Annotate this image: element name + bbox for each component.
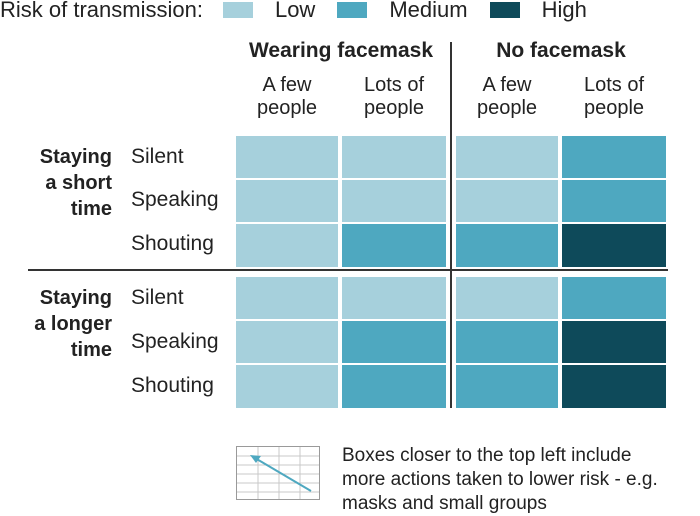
legend-item-high: High — [489, 0, 587, 23]
column-header-mask-few-people: A few people — [256, 74, 318, 119]
horizontal-divider — [28, 269, 668, 271]
row-label-short-speaking: Speaking — [131, 188, 219, 211]
legend-item-low: Low — [222, 0, 316, 23]
legend-swatch-high — [489, 2, 520, 18]
row-label-short-shouting: Shouting — [131, 232, 214, 255]
risk-cell-longer-shouting-nomask-lots — [562, 365, 666, 408]
risk-cell-short-silent-nomask-lots — [562, 136, 666, 178]
risk-cell-longer-speaking-mask-lots — [342, 321, 446, 363]
legend-item-medium: Medium — [337, 0, 468, 23]
risk-cell-longer-shouting-nomask-few — [456, 365, 558, 408]
risk-cell-longer-speaking-mask-few — [236, 321, 338, 363]
row-label-longer-speaking: Speaking — [131, 330, 219, 353]
legend-swatch-low — [222, 2, 253, 18]
risk-cell-longer-silent-nomask-few — [456, 277, 558, 319]
note-text: Boxes closer to the top left include mor… — [342, 445, 658, 514]
note-illustration — [236, 446, 320, 500]
legend-label-low: Low — [274, 0, 316, 22]
header-group-no-facemask: No facemask — [496, 39, 626, 62]
row-group-longer-time: Staying a longer time — [34, 287, 112, 361]
risk-cell-longer-speaking-nomask-lots — [562, 321, 666, 363]
legend-swatch-medium — [337, 2, 368, 18]
risk-cell-short-shouting-nomask-lots — [562, 224, 666, 267]
risk-cell-short-speaking-nomask-few — [456, 180, 558, 222]
column-header-nomask-few-people: A few people — [476, 74, 538, 119]
column-header-mask-lots-of-people: Lots of people — [363, 74, 425, 119]
risk-cell-short-speaking-mask-lots — [342, 180, 446, 222]
row-label-longer-shouting: Shouting — [131, 374, 214, 397]
header-group-wearing-facemask: Wearing facemask — [248, 39, 434, 62]
risk-cell-short-silent-nomask-few — [456, 136, 558, 178]
risk-cell-longer-silent-nomask-lots — [562, 277, 666, 319]
risk-cell-short-shouting-mask-few — [236, 224, 338, 267]
legend-label-medium: Medium — [389, 0, 468, 22]
row-label-longer-silent: Silent — [131, 286, 184, 309]
risk-cell-short-shouting-nomask-few — [456, 224, 558, 267]
risk-cell-short-speaking-mask-few — [236, 180, 338, 222]
legend: Risk of transmission: Low Medium High — [0, 0, 609, 28]
vertical-divider — [450, 42, 452, 408]
risk-cell-short-silent-mask-few — [236, 136, 338, 178]
risk-cell-longer-silent-mask-lots — [342, 277, 446, 319]
risk-cell-short-shouting-mask-lots — [342, 224, 446, 267]
risk-cell-longer-shouting-mask-lots — [342, 365, 446, 408]
legend-title: Risk of transmission: — [0, 0, 203, 22]
column-header-nomask-lots-of-people: Lots of people — [583, 74, 645, 119]
row-group-short-time: Staying a short time — [39, 146, 112, 220]
risk-cell-longer-speaking-nomask-few — [456, 321, 558, 363]
legend-label-high: High — [541, 0, 587, 22]
risk-cell-longer-silent-mask-few — [236, 277, 338, 319]
risk-cell-longer-shouting-mask-few — [236, 365, 338, 408]
risk-cell-short-speaking-nomask-lots — [562, 180, 666, 222]
diagonal-arrow-icon — [237, 447, 319, 499]
row-label-short-silent: Silent — [131, 145, 184, 168]
risk-cell-short-silent-mask-lots — [342, 136, 446, 178]
